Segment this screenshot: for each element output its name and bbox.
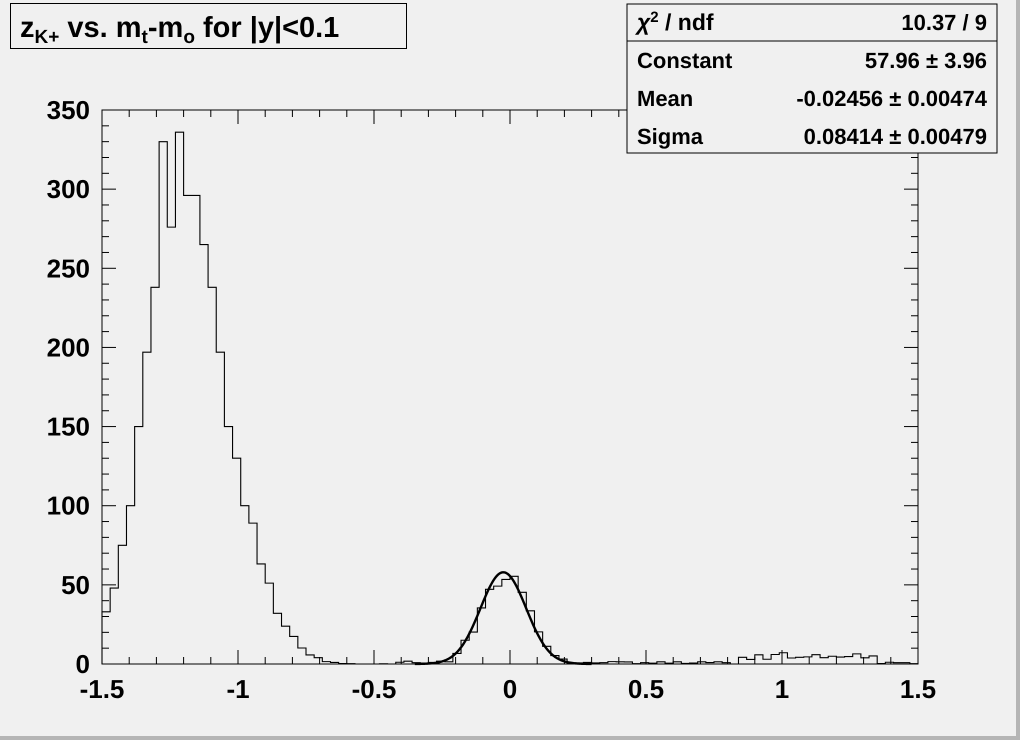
svg-text:10.37 / 9: 10.37 / 9 bbox=[901, 10, 987, 35]
svg-text:1: 1 bbox=[775, 674, 789, 704]
svg-text:-0.02456 ± 0.00474: -0.02456 ± 0.00474 bbox=[796, 86, 987, 111]
svg-text:1.5: 1.5 bbox=[900, 674, 936, 704]
svg-text:0.5: 0.5 bbox=[628, 674, 664, 704]
svg-text:150: 150 bbox=[47, 412, 90, 442]
svg-text:-1: -1 bbox=[226, 674, 249, 704]
svg-text:250: 250 bbox=[47, 253, 90, 283]
svg-text:Mean: Mean bbox=[637, 86, 693, 111]
svg-text:-0.5: -0.5 bbox=[352, 674, 397, 704]
svg-text:57.96 ± 3.96: 57.96 ± 3.96 bbox=[865, 48, 987, 73]
svg-text:300: 300 bbox=[47, 174, 90, 204]
svg-text:100: 100 bbox=[47, 491, 90, 521]
svg-text:0: 0 bbox=[503, 674, 517, 704]
svg-text:Sigma: Sigma bbox=[637, 124, 704, 149]
svg-text:zK+ vs. mt-mo for |y|<0.1: zK+ vs. mt-mo for |y|<0.1 bbox=[20, 12, 339, 48]
svg-text:0: 0 bbox=[76, 649, 90, 679]
svg-text:50: 50 bbox=[61, 570, 90, 600]
svg-text:350: 350 bbox=[47, 95, 90, 125]
svg-text:χ2 / ndf: χ2 / ndf bbox=[634, 9, 714, 35]
svg-text:0.08414 ± 0.00479: 0.08414 ± 0.00479 bbox=[804, 124, 987, 149]
svg-text:200: 200 bbox=[47, 332, 90, 362]
svg-text:Constant: Constant bbox=[637, 48, 733, 73]
